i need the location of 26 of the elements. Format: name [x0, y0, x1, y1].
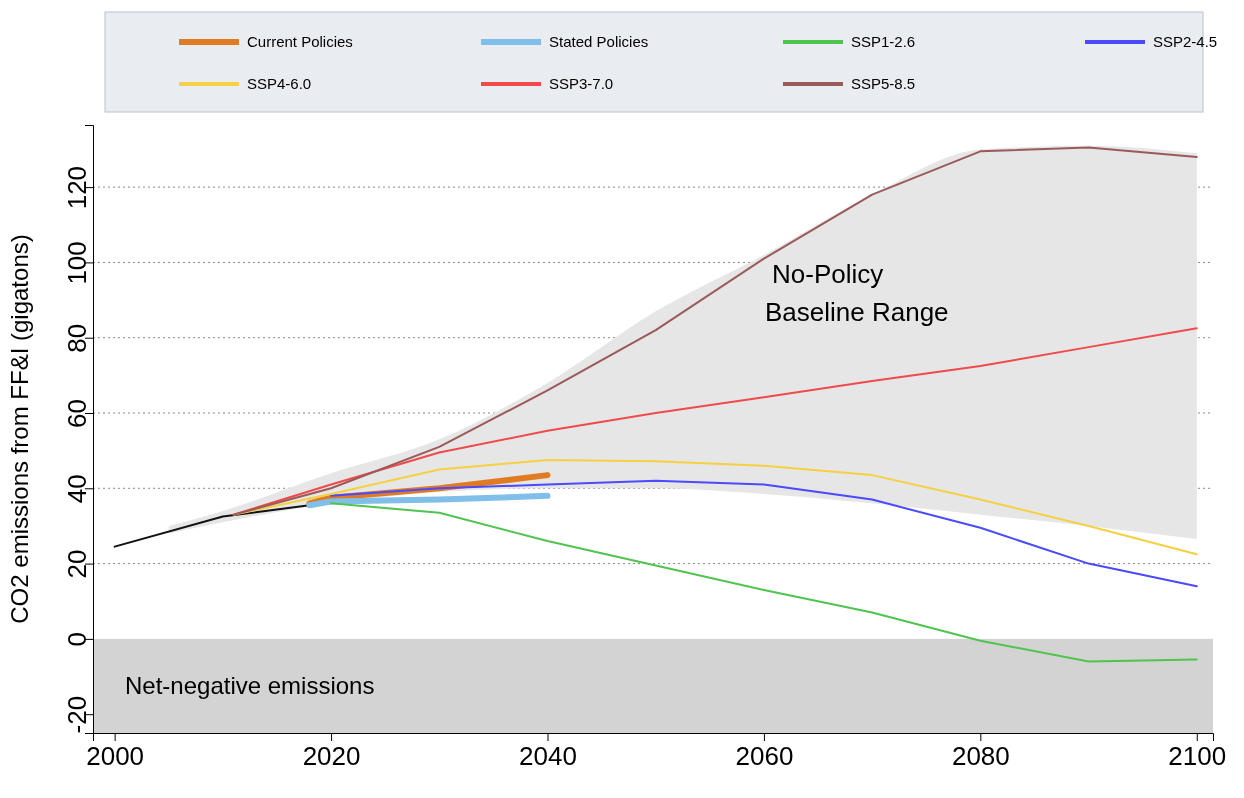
x-tick-label: 2080	[951, 741, 1010, 772]
x-tick-label: 2060	[735, 741, 794, 772]
y-tick-label: 80	[62, 323, 93, 353]
x-tick-label: 2040	[519, 741, 577, 772]
legend-label: SSP5-8.5	[851, 75, 916, 92]
x-tick-label: 2020	[302, 741, 361, 772]
y-tick-label: -20	[62, 695, 93, 734]
legend-label: Current Policies	[247, 33, 353, 50]
legend-label: SSP2-4.5	[1153, 33, 1218, 50]
y-tick-label: 0	[62, 632, 93, 647]
y-tick-label: 20	[62, 549, 93, 579]
y-tick-label: 40	[62, 474, 93, 504]
y-tick-label: 60	[62, 399, 93, 428]
legend-label: SSP3-7.0	[549, 75, 614, 92]
line-series	[330, 479, 1198, 588]
annotation: No-Policy Baseline Range	[765, 259, 949, 328]
y-tick-label: 100	[62, 241, 93, 285]
x-tick-label: 2100	[1168, 741, 1227, 772]
legend-label: SSP4-6.0	[247, 75, 312, 92]
x-tick-label: 2000	[86, 741, 145, 772]
line-series	[330, 502, 1198, 663]
band-label: Net-negative emissions	[125, 671, 375, 699]
y-axis-title: CO2 emissions from FF&I (gigatons)	[6, 234, 33, 624]
legend-label: SSP1-2.6	[851, 33, 916, 50]
legend-label: Stated Policies	[549, 33, 649, 50]
y-tick-label: 120	[62, 165, 93, 210]
